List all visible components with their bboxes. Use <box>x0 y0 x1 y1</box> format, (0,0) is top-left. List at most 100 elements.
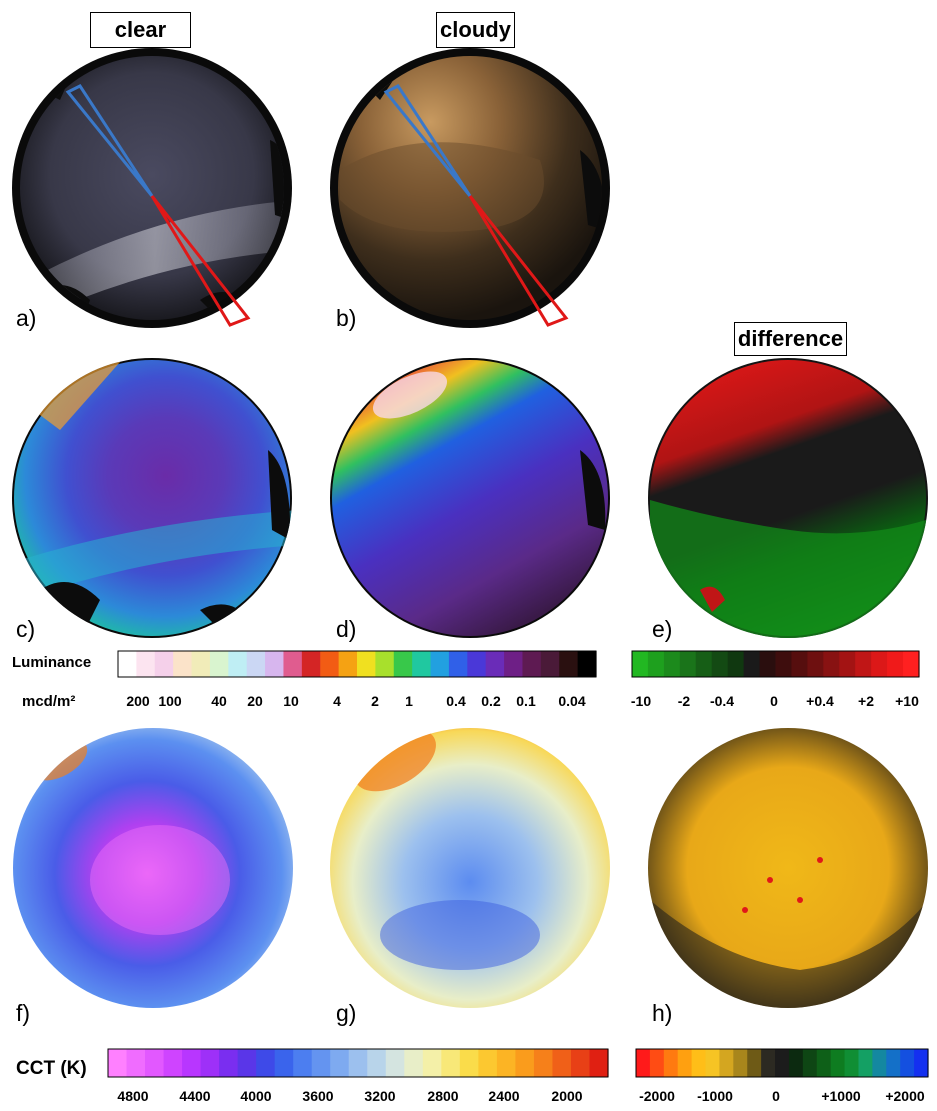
ticks-cctdiff-label: -2000 <box>639 1088 675 1104</box>
bar-diff-swatch <box>775 651 793 677</box>
bar-lum-swatch <box>301 651 321 677</box>
bar-lum-swatch <box>136 651 156 677</box>
bar-cctdiff-swatch <box>886 1049 901 1077</box>
bar-cct-swatch <box>515 1049 535 1077</box>
bar-cct-swatch <box>330 1049 350 1077</box>
bar-lum-swatch <box>209 651 229 677</box>
bar-lum-swatch <box>430 651 450 677</box>
bar-diff-swatch <box>903 651 920 677</box>
ticks-diff-label: +2 <box>858 693 874 709</box>
ticks-diff-label: +10 <box>895 693 919 709</box>
ticks-cct-label: 4400 <box>179 1088 211 1104</box>
bar-cct-swatch <box>311 1049 331 1077</box>
luminance-unit: mcd/m² <box>22 693 76 710</box>
ticks-lum-label: 4 <box>333 693 341 709</box>
bar-diff-swatch <box>823 651 840 677</box>
panel-label-a: a) <box>16 305 37 331</box>
ticks-cctdiff-label: +1000 <box>821 1088 861 1104</box>
bar-cct-swatch <box>108 1049 128 1077</box>
bar-diff-frame <box>631 650 920 678</box>
bar-diff-swatch <box>632 651 649 677</box>
ticks-diff-label: -2 <box>677 693 691 709</box>
bar-cctdiff-swatch <box>733 1049 748 1077</box>
bar-cctdiff-swatch <box>816 1049 832 1077</box>
bar-cctdiff-swatch <box>636 1049 651 1077</box>
ticks-lum-label: 0.1 <box>516 693 536 709</box>
bar-diff-swatch <box>695 651 713 677</box>
panel-label-d: d) <box>336 616 357 642</box>
bar-cctdiff-swatch <box>802 1049 818 1077</box>
bar-cct-swatch <box>293 1049 313 1077</box>
ticks-lum-label: 0.04 <box>558 693 586 709</box>
bar-diff-swatch <box>743 651 761 677</box>
ticks-cct-label: 2000 <box>551 1088 583 1104</box>
ticks-diff-label: -0.4 <box>709 693 735 709</box>
header-clear: clear <box>90 12 191 48</box>
bar-cctdiff-swatch <box>691 1049 707 1077</box>
bar-lum-swatch <box>375 651 395 677</box>
bar-cct-swatch <box>182 1049 202 1077</box>
bar-cct-frame <box>107 1048 609 1078</box>
bar-cct-swatch <box>404 1049 424 1077</box>
bar-cct-swatch <box>441 1049 461 1077</box>
bar-cct-swatch <box>570 1049 591 1077</box>
bar-diff-swatch <box>791 651 808 677</box>
bar-cctdiff-frame <box>635 1048 929 1078</box>
bar-cct-swatch <box>589 1049 609 1077</box>
ticks-lum-label: 200 <box>126 693 150 709</box>
bar-lum-swatch <box>357 651 376 677</box>
ticks-diff-label: +0.4 <box>806 693 834 709</box>
bar-cctdiff-swatch <box>747 1049 762 1077</box>
bar-lum-swatch <box>228 651 248 677</box>
bar-lum-swatch <box>540 651 560 677</box>
bar-diff-swatch <box>887 651 904 677</box>
bar-lum-swatch <box>485 651 505 677</box>
bar-cctdiff-swatch <box>858 1049 873 1077</box>
bar-lum-swatch <box>559 651 579 677</box>
bar-lum-swatch <box>393 651 413 677</box>
bar-lum-swatch <box>522 651 542 677</box>
panel-d-cloudy-luminance-map <box>330 358 610 638</box>
ticks-diff-label: -10 <box>630 693 652 709</box>
bar-lum-swatch <box>504 651 524 677</box>
ticks-lum-label: 10 <box>283 693 299 709</box>
bar-cctdiff-swatch <box>649 1049 665 1077</box>
bar-diff-swatch <box>679 651 697 677</box>
cct-title: CCT (K) <box>16 1058 87 1079</box>
panel-label-b: b) <box>336 305 357 331</box>
bar-diff-swatch <box>855 651 872 677</box>
bar-cct-swatch <box>385 1049 405 1077</box>
bar-cct-swatch <box>256 1049 276 1077</box>
panel-label-e: e) <box>652 616 673 642</box>
bar-cctdiff-swatch <box>677 1049 693 1077</box>
panel-f-clear-cct-map <box>13 728 293 1008</box>
bar-lum-swatch <box>118 651 137 677</box>
bar-lum-swatch <box>246 651 266 677</box>
ticks-cctdiff-label: -1000 <box>697 1088 733 1104</box>
bar-lum-frame <box>117 650 597 678</box>
bar-cctdiff-swatch <box>705 1049 721 1077</box>
bar-cct-swatch <box>200 1049 220 1077</box>
bar-lum-swatch <box>283 651 303 677</box>
panel-label-c: c) <box>16 616 36 642</box>
ticks-cctdiff-label: +2000 <box>885 1088 925 1104</box>
bar-lum-swatch <box>577 651 597 677</box>
bar-diff-swatch <box>839 651 856 677</box>
ticks-cct-label: 4800 <box>117 1088 149 1104</box>
panel-e-luminance-difference-map <box>648 358 928 638</box>
ticks-lum-label: 40 <box>211 693 227 709</box>
bar-cctdiff-swatch <box>872 1049 887 1077</box>
bar-lum-swatch <box>173 651 193 677</box>
header-difference: difference <box>734 322 847 356</box>
bar-cct-swatch <box>219 1049 239 1077</box>
bar-diff-swatch <box>727 651 745 677</box>
bar-cct-swatch <box>163 1049 183 1077</box>
bar-cct-swatch <box>552 1049 572 1077</box>
bar-cct-swatch <box>478 1049 498 1077</box>
ticks-lum-label: 20 <box>247 693 263 709</box>
header-cloudy: cloudy <box>436 12 515 48</box>
bar-diff-swatch <box>807 651 824 677</box>
panel-b-cloudy-sky-photo <box>330 48 610 328</box>
bar-cctdiff-swatch <box>830 1049 846 1077</box>
ticks-cct-label: 2800 <box>427 1088 459 1104</box>
